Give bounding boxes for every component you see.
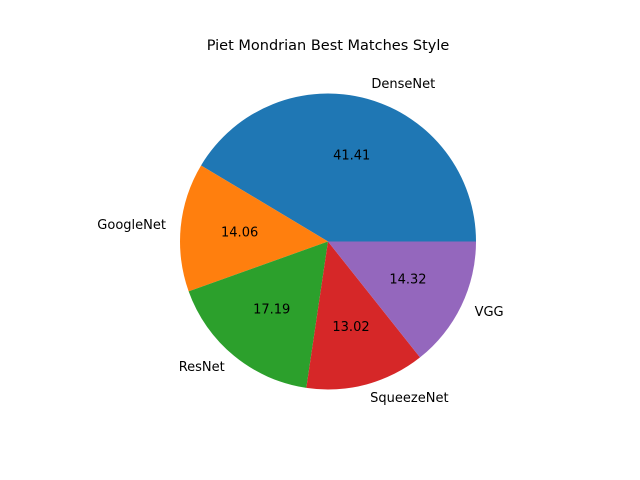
pie-labels: DenseNet 41.41 GoogleNet 14.06 ResNet 17.19 Sq… xyxy=(97,77,503,406)
pie-slice-densenet xyxy=(201,93,477,242)
slice-label-densenet: DenseNet xyxy=(371,77,435,92)
value-label-googlenet: 14.06 xyxy=(221,225,258,240)
chart-title: Piet Mondrian Best Matches Style xyxy=(207,38,450,54)
value-label-vgg: 14.32 xyxy=(389,273,426,288)
pie-slice-squeezenet xyxy=(306,241,421,390)
value-label-squeezenet: 13.02 xyxy=(332,320,369,335)
pie-slice-googlenet xyxy=(180,165,328,292)
pie-slice-resnet xyxy=(188,241,328,388)
value-label-densenet: 41.41 xyxy=(333,148,370,163)
value-label-resnet: 17.19 xyxy=(253,303,290,318)
slice-label-googlenet: GoogleNet xyxy=(97,218,166,233)
slice-label-resnet: ResNet xyxy=(179,360,225,375)
slice-label-squeezenet: SqueezeNet xyxy=(370,391,448,406)
slice-label-vgg: VGG xyxy=(475,305,504,320)
pie-slices xyxy=(180,93,477,390)
pie-slice-vgg xyxy=(328,241,476,358)
